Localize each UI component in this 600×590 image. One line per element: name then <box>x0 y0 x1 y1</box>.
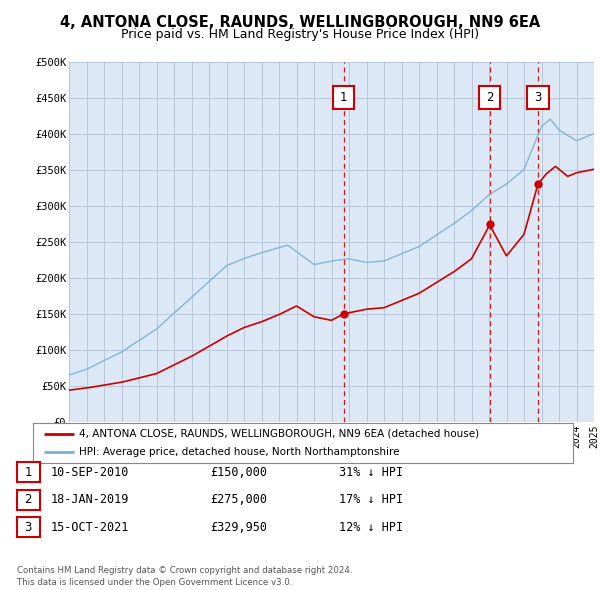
Text: £329,950: £329,950 <box>210 521 267 534</box>
Text: £275,000: £275,000 <box>210 493 267 506</box>
Text: 17% ↓ HPI: 17% ↓ HPI <box>339 493 403 506</box>
Text: 10-SEP-2010: 10-SEP-2010 <box>51 466 130 478</box>
Text: 1: 1 <box>340 91 347 104</box>
Text: 12% ↓ HPI: 12% ↓ HPI <box>339 521 403 534</box>
Text: 15-OCT-2021: 15-OCT-2021 <box>51 521 130 534</box>
Text: 4, ANTONA CLOSE, RAUNDS, WELLINGBOROUGH, NN9 6EA: 4, ANTONA CLOSE, RAUNDS, WELLINGBOROUGH,… <box>60 15 540 30</box>
Text: £150,000: £150,000 <box>210 466 267 478</box>
Text: 4, ANTONA CLOSE, RAUNDS, WELLINGBOROUGH, NN9 6EA (detached house): 4, ANTONA CLOSE, RAUNDS, WELLINGBOROUGH,… <box>79 429 479 439</box>
Text: 18-JAN-2019: 18-JAN-2019 <box>51 493 130 506</box>
Text: Contains HM Land Registry data © Crown copyright and database right 2024.
This d: Contains HM Land Registry data © Crown c… <box>17 566 352 587</box>
Text: 2: 2 <box>25 493 32 506</box>
Text: 3: 3 <box>25 521 32 534</box>
Text: HPI: Average price, detached house, North Northamptonshire: HPI: Average price, detached house, Nort… <box>79 447 400 457</box>
Text: 1: 1 <box>25 466 32 478</box>
Text: Price paid vs. HM Land Registry's House Price Index (HPI): Price paid vs. HM Land Registry's House … <box>121 28 479 41</box>
Text: 2: 2 <box>486 91 493 104</box>
Text: 31% ↓ HPI: 31% ↓ HPI <box>339 466 403 478</box>
Text: 3: 3 <box>534 91 542 104</box>
